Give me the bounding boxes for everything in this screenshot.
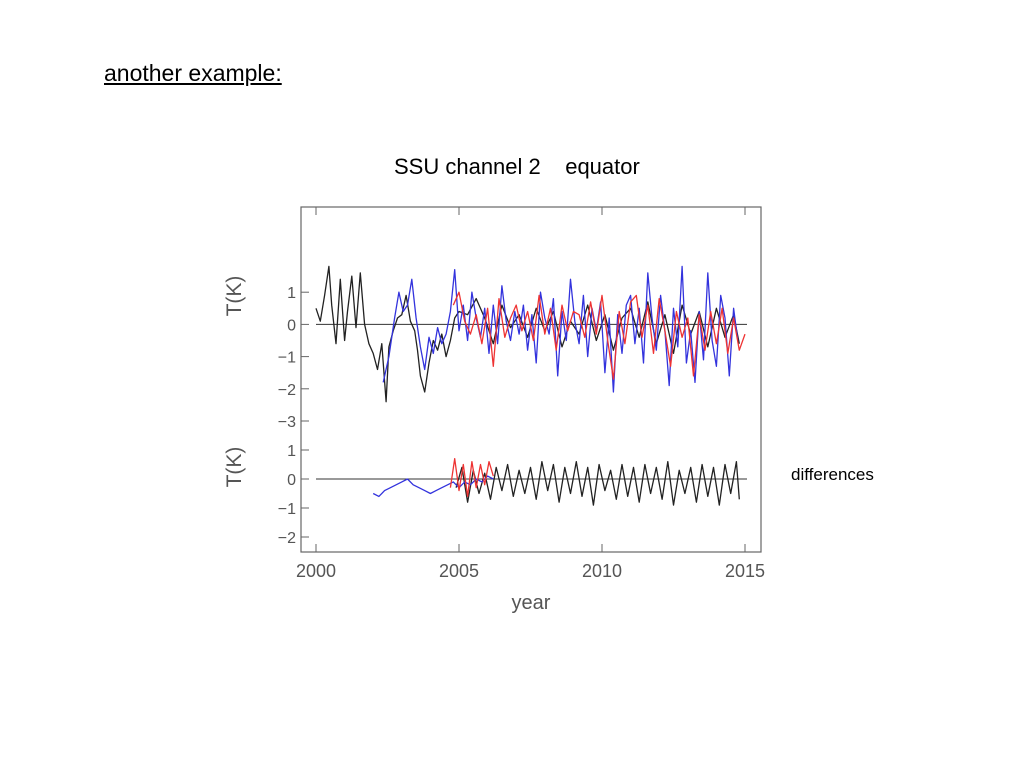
differences-label: differences: [791, 465, 874, 484]
x-tick-label: 2005: [439, 561, 479, 581]
plot-frame: [300, 206, 762, 553]
bottom-series-red: [449, 458, 494, 498]
x-tick-label: 2010: [582, 561, 622, 581]
bottom-ylabel: T(K): [223, 447, 246, 488]
x-tick-label: 2000: [296, 561, 336, 581]
bottom-y-ticks: 1 0 −1 −2: [278, 443, 309, 547]
bottom-series-group: [316, 458, 747, 506]
bottom-ytick-label: 1: [287, 443, 296, 460]
chart-title: SSU channel 2 equator: [394, 154, 640, 179]
chart-frame: [300, 206, 762, 553]
slide-heading: another example:: [104, 60, 282, 86]
bottom-ytick-label: 0: [287, 472, 296, 489]
top-y-ticks: 1 0 −1 −2 −3: [278, 285, 309, 431]
panel-top: T(K) 1 0 −1 −2 −3: [223, 265, 747, 431]
top-ytick-label: 1: [287, 285, 296, 302]
top-ytick-label: 0: [287, 317, 296, 334]
bottom-ytick-label: −1: [278, 501, 296, 518]
top-series-black: [315, 265, 740, 403]
bottom-series-black: [455, 460, 740, 506]
top-ytick-label: −3: [278, 414, 296, 431]
top-series-group: [315, 265, 747, 403]
top-series-blue: [382, 265, 739, 393]
bottom-ytick-label: −2: [278, 530, 296, 547]
top-ytick-label: −2: [278, 382, 296, 399]
bottom-series-blue: [372, 475, 494, 498]
top-series-red: [452, 291, 746, 380]
panel-bottom: T(K) 1 0 −1 −2: [223, 443, 747, 547]
x-axis-label: year: [512, 592, 551, 614]
x-axis-ticks: 2000 2005 2010 2015: [296, 207, 765, 581]
top-ylabel: T(K): [223, 276, 246, 317]
top-ytick-label: −1: [278, 350, 296, 367]
x-tick-label: 2015: [725, 561, 765, 581]
